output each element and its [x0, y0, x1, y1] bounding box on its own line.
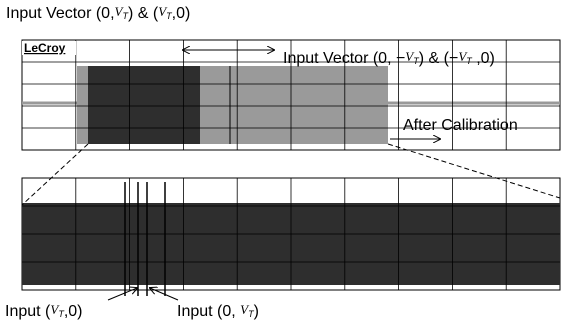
label-part: Input Vector (0, − [283, 50, 405, 67]
brand: LeCroy [24, 41, 66, 55]
label-part: Input (0, [177, 303, 240, 320]
label-part: ,0) [472, 50, 495, 67]
label-part: Input ( [5, 303, 51, 320]
title: Input Vector (0,VT) & (VT,0) [6, 4, 190, 22]
figure: LeCroy Input Vector (0,VT) & (VT,0) Inpu… [0, 0, 565, 324]
label-part: After Calibration [403, 117, 518, 134]
annotation: Input (VT,0) [5, 302, 82, 320]
annotation: Input (0, VT) [177, 302, 259, 320]
label-part: ) & (− [419, 50, 459, 67]
bottom-screen [22, 178, 560, 296]
label-part: ,0) [172, 5, 191, 22]
annotation: After Calibration [403, 117, 518, 134]
label-part: ) [254, 303, 259, 320]
label-part: ) & ( [128, 5, 159, 22]
label-part: ,0) [64, 303, 83, 320]
label-part: Input Vector (0, [6, 5, 115, 22]
